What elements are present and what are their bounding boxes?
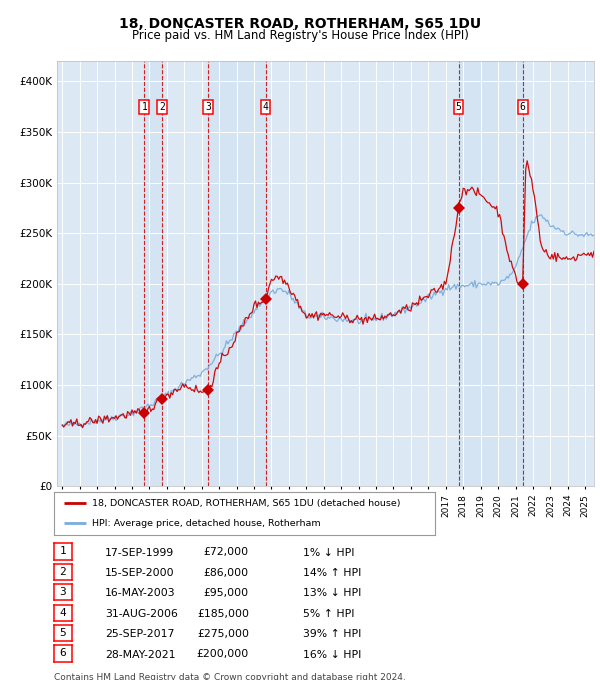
Text: 25-SEP-2017: 25-SEP-2017 (105, 629, 175, 639)
Text: 5: 5 (455, 102, 461, 112)
Text: £275,000: £275,000 (197, 629, 249, 639)
Text: 6: 6 (59, 649, 67, 658)
Text: 2: 2 (59, 567, 67, 577)
Text: 4: 4 (263, 102, 268, 112)
Text: 3: 3 (59, 588, 67, 597)
Bar (145, 61, 162, 486)
Bar (458, 61, 523, 486)
Text: 18, DONCASTER ROAD, ROTHERHAM, S65 1DU (detached house): 18, DONCASTER ROAD, ROTHERHAM, S65 1DU (… (92, 499, 401, 508)
Text: 5% ↑ HPI: 5% ↑ HPI (303, 609, 355, 619)
Text: 13% ↓ HPI: 13% ↓ HPI (303, 588, 361, 598)
Text: 15-SEP-2000: 15-SEP-2000 (105, 568, 175, 578)
Text: 14% ↑ HPI: 14% ↑ HPI (303, 568, 361, 578)
Text: Price paid vs. HM Land Registry's House Price Index (HPI): Price paid vs. HM Land Registry's House … (131, 29, 469, 41)
Text: 2: 2 (159, 102, 165, 112)
Text: 39% ↑ HPI: 39% ↑ HPI (303, 629, 361, 639)
Text: 28-MAY-2021: 28-MAY-2021 (105, 649, 176, 660)
Bar (208, 61, 266, 486)
Text: 1: 1 (59, 547, 67, 556)
Text: 17-SEP-1999: 17-SEP-1999 (105, 547, 174, 558)
Text: 16-MAY-2003: 16-MAY-2003 (105, 588, 176, 598)
Text: £72,000: £72,000 (204, 547, 249, 558)
Text: HPI: Average price, detached house, Rotherham: HPI: Average price, detached house, Roth… (92, 519, 321, 528)
Text: £185,000: £185,000 (197, 609, 249, 619)
Text: £86,000: £86,000 (204, 568, 249, 578)
Text: 5: 5 (59, 628, 67, 638)
Text: 16% ↓ HPI: 16% ↓ HPI (303, 649, 361, 660)
Text: 4: 4 (59, 608, 67, 617)
Text: 3: 3 (205, 102, 211, 112)
Text: £95,000: £95,000 (204, 588, 249, 598)
Text: 6: 6 (520, 102, 526, 112)
Text: 18, DONCASTER ROAD, ROTHERHAM, S65 1DU: 18, DONCASTER ROAD, ROTHERHAM, S65 1DU (119, 17, 481, 31)
Text: 1% ↓ HPI: 1% ↓ HPI (303, 547, 355, 558)
Text: £200,000: £200,000 (197, 649, 249, 660)
Text: 31-AUG-2006: 31-AUG-2006 (105, 609, 178, 619)
Text: Contains HM Land Registry data © Crown copyright and database right 2024.: Contains HM Land Registry data © Crown c… (54, 673, 406, 680)
Text: 1: 1 (142, 102, 147, 112)
